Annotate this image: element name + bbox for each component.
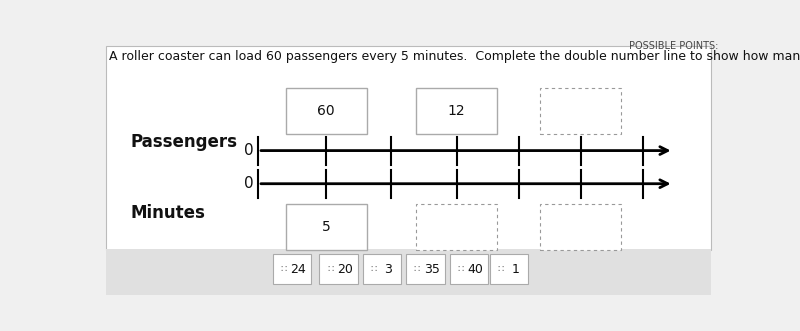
Bar [490,254,529,284]
Text: 60: 60 [318,104,335,118]
Bar [540,88,621,134]
Text: 3: 3 [384,262,392,276]
Bar [406,254,445,284]
Text: Passengers: Passengers [131,133,238,151]
Bar [416,204,497,250]
Text: ∷: ∷ [457,264,463,274]
FancyBboxPatch shape [106,46,710,250]
Text: ∷: ∷ [414,264,420,274]
Text: 1: 1 [511,262,519,276]
Text: 35: 35 [424,262,440,276]
Text: 20: 20 [337,262,353,276]
Bar [450,254,488,284]
Text: ∷: ∷ [370,264,377,274]
Bar [363,254,402,284]
Bar [416,88,497,134]
Text: 24: 24 [290,262,306,276]
Text: ∷: ∷ [280,264,286,274]
Bar [273,254,311,284]
Text: 0: 0 [244,143,254,158]
Text: A roller coaster can load 60 passengers every 5 minutes.  Complete the double nu: A roller coaster can load 60 passengers … [110,50,800,63]
Bar [540,204,621,250]
Text: ∷: ∷ [327,264,333,274]
Bar [319,254,358,284]
Text: 12: 12 [448,104,466,118]
Text: 5: 5 [322,220,330,234]
FancyBboxPatch shape [106,249,710,295]
Bar [286,88,366,134]
Text: ∷: ∷ [498,264,504,274]
Bar [286,204,366,250]
Text: POSSIBLE POINTS:: POSSIBLE POINTS: [630,41,718,51]
Text: 40: 40 [467,262,483,276]
Text: Minutes: Minutes [131,204,206,222]
Text: 0: 0 [244,176,254,191]
